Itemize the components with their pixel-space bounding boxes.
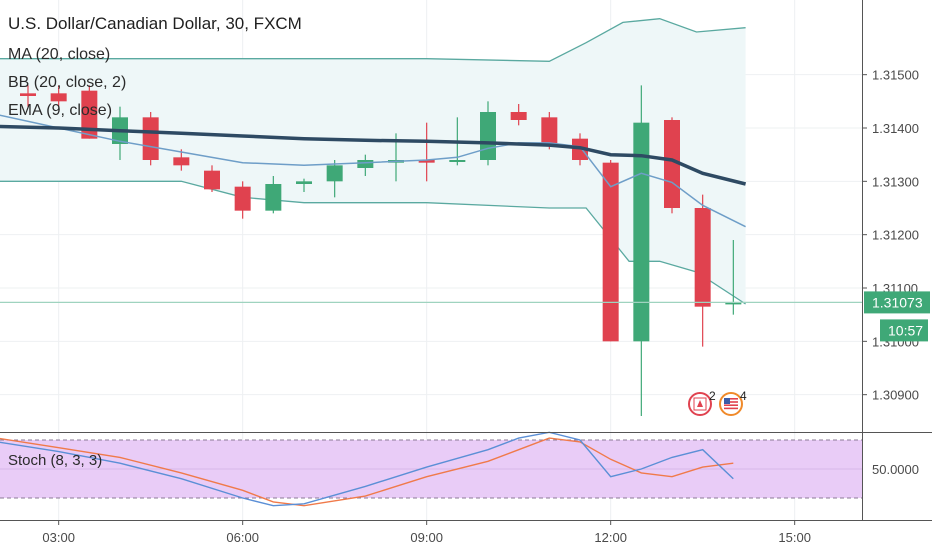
last-price-text: 1.31073 bbox=[872, 294, 923, 310]
stoch-pane bbox=[0, 431, 862, 507]
x-tick-label-0: 03:00 bbox=[42, 530, 75, 545]
maple-leaf-icon bbox=[697, 400, 703, 407]
countdown-tag bbox=[880, 319, 928, 342]
x-tick-label-1: 06:00 bbox=[226, 530, 259, 545]
us-flag-stripe-2 bbox=[724, 404, 738, 406]
last-price-tag bbox=[864, 291, 930, 314]
us-flag-stripe-0 bbox=[724, 398, 738, 400]
candle-body-9 bbox=[296, 181, 312, 184]
candle-body-17 bbox=[541, 117, 558, 144]
us-flag-stripe-1 bbox=[724, 401, 738, 403]
y-tick-label-2: 1.31300 bbox=[872, 174, 919, 189]
candle-body-14 bbox=[449, 160, 466, 162]
canada-event-count: 2 bbox=[709, 389, 716, 403]
x-tick-label-3: 12:00 bbox=[594, 530, 627, 545]
indicator-ma-label[interactable]: MA (20, close) bbox=[8, 46, 111, 63]
candle-body-22 bbox=[694, 208, 711, 307]
countdown-text: 10:57 bbox=[888, 322, 923, 338]
ma-line bbox=[0, 124, 747, 186]
y-tick-label-3: 1.31200 bbox=[872, 228, 919, 243]
stoch-k-line bbox=[0, 431, 734, 507]
candle-body-23 bbox=[725, 302, 742, 305]
us-flag-stripe-3 bbox=[724, 407, 738, 410]
candle-body-0 bbox=[20, 93, 36, 96]
x-tick-label-2: 09:00 bbox=[410, 530, 443, 545]
candle-body-13 bbox=[418, 160, 435, 163]
candle-body-16 bbox=[510, 112, 527, 120]
candle-body-6 bbox=[204, 170, 220, 190]
moving-averages bbox=[0, 114, 747, 228]
y-tick-label-0: 1.31500 bbox=[872, 68, 919, 83]
stoch-tick-label: 50.0000 bbox=[872, 462, 919, 477]
candle-body-4 bbox=[142, 117, 159, 160]
chart-title: U.S. Dollar/Canadian Dollar, 30, FXCM bbox=[8, 14, 302, 33]
us-event-count: 4 bbox=[740, 389, 747, 403]
y-tick-label-6: 1.30900 bbox=[872, 388, 919, 403]
candle-body-20 bbox=[633, 122, 650, 342]
bb-lower-line bbox=[0, 180, 746, 305]
us-flag-icon bbox=[719, 392, 743, 416]
candle-body-5 bbox=[173, 157, 190, 166]
candle-body-15 bbox=[480, 112, 496, 160]
candle-body-8 bbox=[265, 184, 282, 211]
candle-body-7 bbox=[234, 186, 251, 211]
candle-body-2 bbox=[81, 90, 98, 139]
y-tick-label-1: 1.31400 bbox=[872, 121, 919, 136]
indicator-ema-label[interactable]: EMA (9, close) bbox=[8, 102, 113, 119]
candle-body-1 bbox=[50, 93, 67, 102]
candle-body-19 bbox=[602, 162, 619, 342]
candle-body-10 bbox=[326, 165, 343, 182]
stoch-label[interactable]: Stoch (8, 3, 3) bbox=[8, 452, 103, 469]
x-tick-label-4: 15:00 bbox=[778, 530, 811, 545]
bb-upper-line bbox=[0, 18, 746, 62]
indicator-bb-label[interactable]: BB (20, close, 2) bbox=[8, 74, 127, 91]
ema-line bbox=[0, 114, 746, 228]
candle-body-11 bbox=[357, 160, 374, 168]
us-flag-canton bbox=[724, 398, 730, 404]
